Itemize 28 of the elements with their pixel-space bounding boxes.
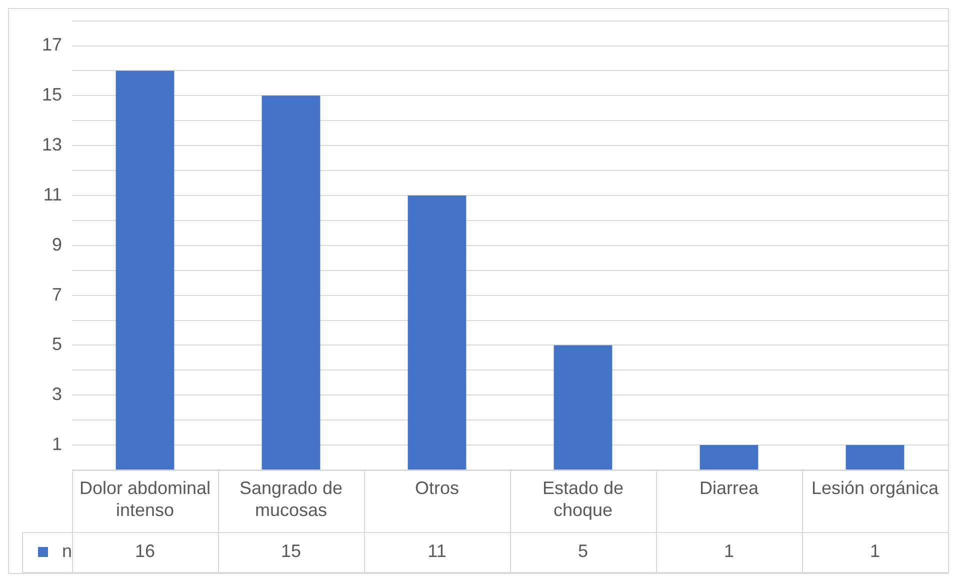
y-tick-label: 7: [52, 284, 62, 304]
y-tick-label: 11: [43, 184, 62, 204]
y-tick-label: 17: [42, 34, 62, 55]
data-label: 5: [578, 540, 588, 561]
y-tick-label: 1: [52, 434, 62, 454]
y-tick-label: 9: [52, 234, 62, 254]
x-tick-label: Estado de choque: [542, 478, 624, 520]
x-tick-label: Dolor abdominal intenso: [79, 478, 211, 520]
x-tick-label: Sangrado de mucosas: [239, 478, 343, 520]
bar: [554, 345, 612, 470]
bar: [846, 445, 904, 470]
x-tick-label: Diarrea: [699, 478, 760, 498]
y-tick-label: 3: [52, 384, 62, 404]
bar: [116, 70, 174, 470]
data-label: 1: [724, 540, 734, 561]
bar: [700, 445, 758, 470]
legend-label: n: [62, 540, 72, 561]
data-label: 15: [280, 540, 302, 561]
bar: [408, 195, 466, 470]
data-label: 11: [428, 540, 446, 561]
data-label: 16: [134, 540, 156, 561]
bar: [262, 96, 320, 470]
y-tick-label: 15: [42, 84, 62, 105]
x-tick-label: Otros: [414, 478, 460, 498]
y-tick-label: 13: [42, 134, 62, 155]
data-label: 1: [870, 540, 880, 561]
y-tick-label: 5: [52, 334, 62, 354]
x-tick-label: Lesión orgánica: [811, 478, 940, 498]
